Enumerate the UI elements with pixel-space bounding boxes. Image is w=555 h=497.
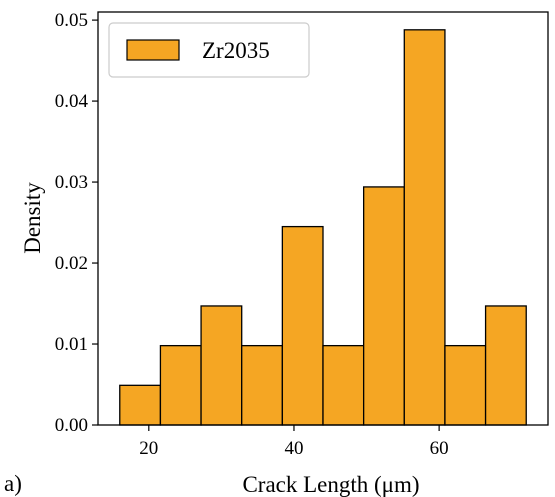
histogram-bar-4 xyxy=(241,344,284,426)
histogram-bar-5 xyxy=(281,225,324,426)
histogram-bar-9 xyxy=(444,344,487,426)
x-axis: 20 40 60 xyxy=(139,425,449,459)
bars-group xyxy=(119,29,527,426)
panel-label: a) xyxy=(4,471,22,496)
y-tick-label: 0.05 xyxy=(55,10,88,31)
plot-frame xyxy=(97,11,549,426)
histogram-bar-8 xyxy=(403,29,446,426)
legend-swatch xyxy=(126,39,180,61)
legend: Zr2035 xyxy=(108,22,310,78)
y-tick-label: 0.03 xyxy=(55,172,88,193)
histogram-bar-7 xyxy=(362,186,405,426)
x-tick-label: 20 xyxy=(139,438,158,459)
x-tick-label: 60 xyxy=(430,438,449,459)
y-tick-label: 0.02 xyxy=(55,253,88,274)
y-axis: 0.00 0.01 0.02 0.03 0.04 0.05 xyxy=(55,10,98,436)
histogram-bar-6 xyxy=(322,344,365,426)
legend-label: Zr2035 xyxy=(202,38,270,63)
histogram-bar-1 xyxy=(119,384,162,426)
legend-box xyxy=(108,22,310,78)
histogram-bar-3 xyxy=(200,305,243,426)
x-axis-label: Crack Length (μm) xyxy=(242,472,419,497)
y-tick-label: 0.00 xyxy=(55,415,88,436)
y-axis-label: Density xyxy=(20,182,45,254)
histogram-bar-10 xyxy=(484,305,527,426)
y-tick-label: 0.04 xyxy=(55,91,89,112)
histogram-bar-2 xyxy=(159,344,202,426)
y-tick-label: 0.01 xyxy=(55,334,88,355)
x-tick-label: 40 xyxy=(284,438,303,459)
